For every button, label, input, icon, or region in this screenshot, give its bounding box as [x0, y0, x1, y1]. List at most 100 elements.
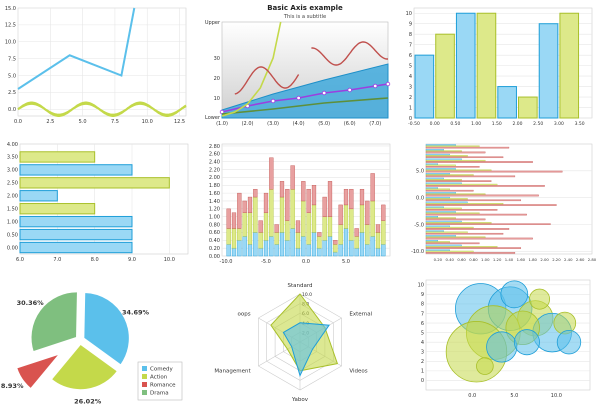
x-tick-label: 1.60 — [517, 257, 526, 262]
chart-pie: 34.69% 26.02% 8.93% 30.36% Comedy Action Roman… — [1, 290, 183, 406]
stacked-bar-segment — [338, 244, 343, 257]
bar — [538, 23, 559, 119]
stacked-bar-segment — [231, 228, 237, 249]
x-tick-label: -5.0 — [261, 259, 271, 265]
slice-label: 30.36% — [17, 299, 45, 307]
x-tick-label: 0.50 — [450, 121, 460, 127]
stacked-bar-segment — [365, 224, 370, 245]
y-tick-label: 0.0 — [416, 195, 424, 201]
grouped-bar — [425, 222, 492, 224]
x-tick-label: -0.50 — [408, 121, 420, 127]
stacked-bar-segment — [247, 196, 253, 213]
y-tick-label-upper: Upper — [205, 20, 221, 26]
legend-label: Action — [150, 375, 168, 381]
x-tick-label: 6.0 — [16, 257, 24, 263]
y-tick-label: 1.00 — [209, 215, 220, 221]
series-marker — [270, 98, 276, 104]
grouped-bar — [425, 173, 450, 175]
grouped-bar — [425, 149, 444, 151]
grouped-bar — [425, 239, 439, 242]
y-tick-label: 2.20 — [209, 167, 220, 173]
stacked-bar-segment — [226, 228, 231, 245]
chart-horizontal-bar: 0.00 0.50 1.00 1.50 2.00 2.50 3.00 3.50 4.00 6.0 7… — [7, 142, 189, 263]
y-tick-label: 7.5 — [8, 56, 16, 62]
y-tick-label: 5 — [409, 63, 412, 69]
x-tick-label: 1.00 — [471, 121, 481, 127]
series-marker — [347, 87, 352, 93]
grouped-bar — [425, 155, 468, 157]
bar — [455, 12, 476, 119]
y-tick-label: 1.50 — [7, 207, 18, 213]
stacked-bar-segment — [381, 244, 386, 257]
stacked-bar-segment — [333, 244, 338, 253]
x-tick-label: 2.00 — [512, 121, 522, 127]
y-tick-label-lower: Lower — [205, 115, 221, 121]
grouped-bar — [425, 145, 480, 148]
x-tick-label: (4.0) — [293, 121, 305, 127]
legend-label: Romance — [150, 383, 176, 389]
y-tick-label: 3 — [421, 350, 424, 356]
y-tick-label: 2.60 — [209, 152, 220, 158]
legend-swatch — [142, 390, 147, 395]
chart-stacked-bar: 0.00 0.20 0.40 0.60 0.801.00 1.20 1.40 1.60 1.80… — [209, 143, 391, 265]
stacked-bar-segment — [242, 212, 247, 237]
series-line — [221, 83, 389, 113]
grouped-bar — [425, 193, 486, 196]
grouped-bar — [425, 166, 480, 168]
stacked-bar-segment — [338, 224, 343, 245]
grouped-bar — [425, 252, 516, 254]
y-tick-label: 1.60 — [209, 191, 220, 197]
stacked-bar-segment — [301, 200, 306, 237]
y-tick-label: -10.0 — [411, 249, 424, 255]
series-line — [17, 102, 187, 116]
y-tick-label: 5 — [421, 330, 424, 336]
stacked-bar-segment — [253, 232, 258, 257]
x-tick-label: (5.0) — [318, 121, 330, 127]
stacked-bar-segment — [274, 224, 279, 233]
bubble — [513, 329, 540, 356]
grouped-bar — [425, 225, 450, 228]
legend-label: Drama — [150, 391, 169, 397]
y-tick-label: 2.40 — [209, 159, 220, 165]
x-tick-label: 1.00 — [481, 257, 490, 262]
x-tick-label: 2.00 — [540, 257, 549, 262]
y-tick-label: 3 — [409, 84, 412, 90]
stacked-bar-segment — [269, 157, 274, 190]
grouped-bar — [425, 187, 439, 189]
stacked-bar-segment — [306, 244, 311, 257]
stacked-bar-segment — [322, 240, 327, 257]
x-tick-label: 3.50 — [575, 121, 585, 127]
stacked-bar-segment — [279, 181, 285, 198]
y-tick-label: 0.0 — [8, 107, 16, 113]
y-tick-label: 7 — [421, 311, 424, 317]
stacked-bar-segment — [274, 244, 279, 257]
stacked-bar-segment — [279, 232, 285, 257]
grouped-bar — [425, 211, 456, 213]
legend-swatch — [142, 374, 147, 379]
stacked-bar-segment — [327, 181, 333, 217]
grouped-bar — [425, 237, 533, 240]
stacked-bar-segment — [258, 232, 263, 249]
stacked-bar-segment — [333, 251, 338, 257]
x-tick-label: 0.80 — [469, 257, 478, 262]
y-tick-label: 2.5 — [8, 90, 16, 96]
stacked-bar-segment — [343, 188, 349, 206]
y-tick-label: -5.0 — [414, 222, 424, 228]
x-tick-label: 0.40 — [445, 257, 454, 262]
series-marker — [296, 95, 301, 101]
x-tick-label: 0.60 — [457, 257, 466, 262]
stacked-bar-segment — [349, 240, 354, 257]
x-tick-label: 0.00 — [430, 121, 440, 127]
grouped-bar — [425, 218, 486, 221]
stacked-bar-segment — [247, 212, 253, 245]
stacked-bar-segment — [237, 192, 242, 229]
chart-grouped-horizontal-bar: -10.0-5.00.05.00.20 0.40 0.60 0.80 1.00 1.20 1… — [411, 143, 597, 262]
stacked-bar-segment — [343, 204, 349, 229]
y-tick-label: 6 — [409, 53, 412, 59]
grouped-bar — [425, 231, 468, 234]
grouped-bar — [425, 206, 444, 209]
grouped-bar — [425, 146, 510, 149]
grouped-bar — [425, 159, 486, 162]
stacked-bar-segment — [306, 188, 311, 213]
